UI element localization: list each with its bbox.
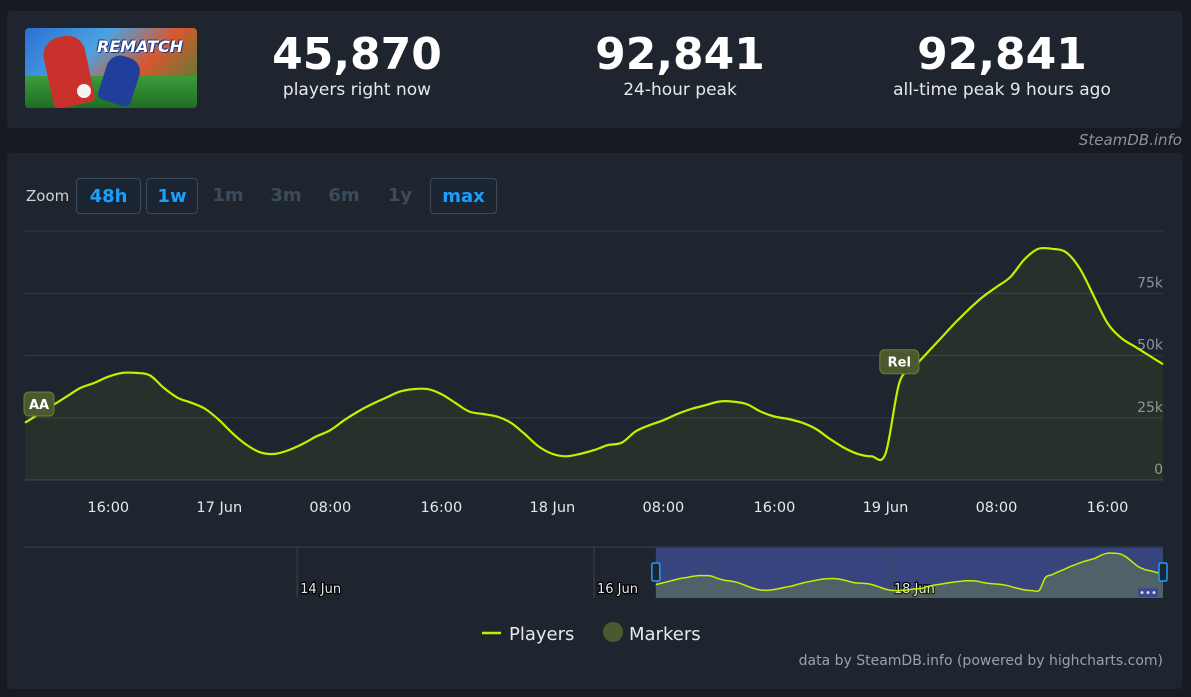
zoom-3m-button[interactable]: 3m xyxy=(270,185,302,206)
navigator-area xyxy=(655,553,1163,598)
marker-aa[interactable] xyxy=(23,391,55,417)
stats-bar: REMATCH 45,870 players right now 92,841 … xyxy=(7,11,1182,128)
x-tick-label-7: 19 Jun xyxy=(863,500,909,516)
zoom-1m-button[interactable]: 1m xyxy=(212,185,244,206)
x-tick-label-2: 08:00 xyxy=(309,500,351,516)
zoom-label: Zoom xyxy=(26,187,70,205)
y-tick-label-3: 75k xyxy=(1137,275,1164,291)
players-area xyxy=(25,247,1163,480)
marker-label-rel: Rel xyxy=(888,356,911,371)
navigator-label-0: 14 Jun xyxy=(300,582,341,597)
stat-alltime-label: all-time peak 9 hours ago xyxy=(893,80,1111,100)
legend-players-label[interactable]: Players xyxy=(509,624,574,645)
stat-24h-value: 92,841 xyxy=(595,29,765,80)
x-tick-label-5: 08:00 xyxy=(642,500,684,516)
zoom-48h-button[interactable]: 48h xyxy=(76,178,141,214)
zoom-max-button[interactable]: max xyxy=(430,178,497,214)
x-tick-label-0: 16:00 xyxy=(87,500,129,516)
legend-markers-label[interactable]: Markers xyxy=(629,624,701,645)
marker-rel[interactable] xyxy=(879,349,920,375)
thumbnail-ball xyxy=(77,84,91,98)
game-logo: REMATCH xyxy=(97,37,184,56)
y-tick-label-1: 25k xyxy=(1137,400,1164,416)
chart-panel: Zoom 48h 1w 1m 3m 6m 1y max data by Stea… xyxy=(7,153,1182,689)
steamdb-credit[interactable]: SteamDB.info xyxy=(1078,131,1182,149)
x-tick-label-3: 16:00 xyxy=(420,500,462,516)
stat-current-value: 45,870 xyxy=(272,29,442,80)
legend-markers-symbol[interactable] xyxy=(603,622,623,642)
x-tick-label-4: 18 Jun xyxy=(530,500,576,516)
highcharts-credit[interactable]: data by SteamDB.info (powered by highcha… xyxy=(798,653,1163,669)
stat-alltime-value: 92,841 xyxy=(917,29,1087,80)
zoom-1w-button[interactable]: 1w xyxy=(146,178,198,214)
marker-label-aa: AA xyxy=(29,398,49,413)
stat-24h-peak: 92,841 24-hour peak xyxy=(560,29,800,101)
x-tick-label-1: 17 Jun xyxy=(196,500,242,516)
zoom-1y-button[interactable]: 1y xyxy=(387,185,413,206)
stat-alltime-peak: 92,841 all-time peak 9 hours ago xyxy=(852,29,1152,101)
x-tick-label-6: 16:00 xyxy=(754,500,796,516)
players-line xyxy=(24,246,1164,462)
game-thumbnail[interactable]: REMATCH xyxy=(25,28,197,108)
stat-24h-label: 24-hour peak xyxy=(623,80,737,100)
navigator-more-icon[interactable] xyxy=(1138,588,1158,597)
y-tick-label-2: 50k xyxy=(1137,338,1164,354)
x-tick-label-8: 08:00 xyxy=(976,500,1018,516)
stat-current-label: players right now xyxy=(282,80,432,100)
navigator-right-handle[interactable] xyxy=(1158,562,1168,582)
navigator-label-1: 16 Jun xyxy=(597,582,638,597)
navigator-line xyxy=(655,552,1164,593)
x-tick-label-9: 16:00 xyxy=(1087,500,1129,516)
navigator-more-dots: ••• xyxy=(1139,588,1157,599)
y-tick-label-0: 0 xyxy=(1154,462,1163,478)
navigator-left-handle[interactable] xyxy=(651,562,661,582)
zoom-6m-button[interactable]: 6m xyxy=(328,185,360,206)
stat-current-players: 45,870 players right now xyxy=(237,29,477,101)
